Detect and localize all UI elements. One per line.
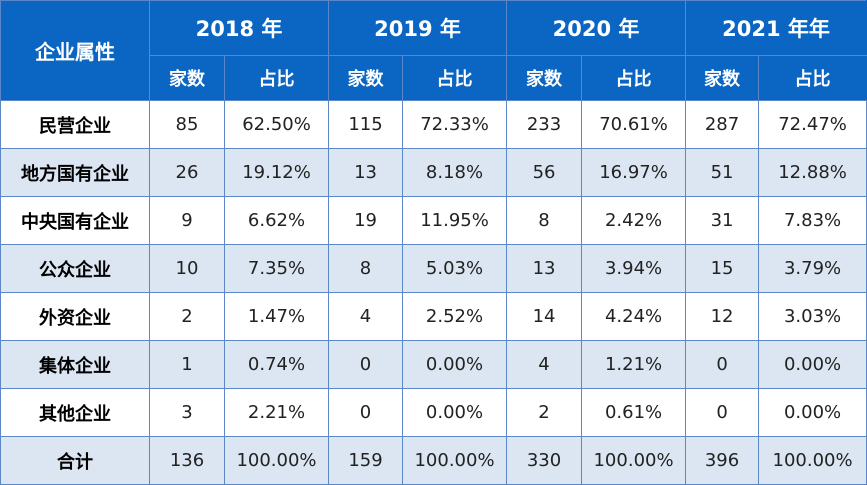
row-label: 外资企业 (0, 292, 150, 341)
share-cell: 72.33% (402, 100, 508, 149)
count-cell: 13 (328, 148, 404, 197)
count-cell: 12 (685, 292, 760, 341)
count-cell: 0 (685, 388, 760, 437)
count-cell: 26 (149, 148, 225, 197)
sub-header-share: 占比 (581, 55, 687, 101)
count-cell: 85 (149, 100, 225, 149)
sub-header-share: 占比 (402, 55, 508, 101)
row-label: 公众企业 (0, 244, 150, 293)
sub-header-count: 家数 (685, 55, 760, 101)
share-cell: 4.24% (581, 292, 687, 341)
year-header-row: 企业属性 2018 年 2019 年 2020 年 2021 年年 (0, 0, 867, 101)
share-cell: 16.97% (581, 148, 687, 197)
count-cell: 159 (328, 436, 404, 485)
share-cell: 7.35% (223, 244, 330, 293)
year-header-2021: 2021 年年 (685, 0, 867, 56)
count-cell: 3 (149, 388, 225, 437)
share-cell: 3.79% (758, 244, 867, 293)
count-cell: 4 (328, 292, 404, 341)
share-cell: 7.83% (758, 196, 867, 245)
share-cell: 6.62% (223, 196, 330, 245)
year-header-2018: 2018 年 (148, 0, 330, 56)
share-cell: 100.00% (402, 436, 508, 485)
row-label: 民营企业 (0, 100, 150, 149)
share-cell: 72.47% (758, 100, 867, 149)
count-cell: 8 (506, 196, 583, 245)
share-cell: 11.95% (402, 196, 508, 245)
count-cell: 14 (506, 292, 583, 341)
row-label: 中央国有企业 (0, 196, 150, 245)
share-cell: 2.52% (402, 292, 508, 341)
share-cell: 1.47% (223, 292, 330, 341)
count-cell: 56 (506, 148, 583, 197)
sub-header-count: 家数 (506, 55, 583, 101)
share-cell: 70.61% (581, 100, 687, 149)
count-cell: 2 (506, 388, 583, 437)
count-cell: 0 (685, 340, 760, 389)
share-cell: 2.21% (223, 388, 330, 437)
table-row: 民营企业 85 62.50% 115 72.33% 233 70.61% 287 72.47% (0, 100, 867, 149)
share-cell: 100.00% (223, 436, 330, 485)
table-body: 民营企业 85 62.50% 115 72.33% 233 70.61% 287 72.47% 地… (0, 100, 867, 485)
sub-header-share: 占比 (758, 55, 867, 101)
count-cell: 136 (149, 436, 225, 485)
share-cell: 3.94% (581, 244, 687, 293)
sub-header-share: 占比 (223, 55, 330, 101)
sub-header-count: 家数 (328, 55, 404, 101)
table-row: 中央国有企业 9 6.62% 19 11.95% 8 2.42% 31 7.83% (0, 196, 867, 245)
count-cell: 1 (149, 340, 225, 389)
count-cell: 15 (685, 244, 760, 293)
share-cell: 1.21% (581, 340, 687, 389)
count-cell: 13 (506, 244, 583, 293)
count-cell: 115 (328, 100, 404, 149)
year-header-2020: 2020 年 (506, 0, 687, 56)
row-label: 其他企业 (0, 388, 150, 437)
share-cell: 12.88% (758, 148, 867, 197)
share-cell: 2.42% (581, 196, 687, 245)
table-row: 合计 136 100.00% 159 100.00% 330 100.00% 396 100.0… (0, 436, 867, 485)
corner-header-cell: 企业属性 (0, 0, 150, 101)
sub-header-count: 家数 (149, 55, 225, 101)
count-cell: 2 (149, 292, 225, 341)
count-cell: 4 (506, 340, 583, 389)
share-cell: 100.00% (758, 436, 867, 485)
share-cell: 62.50% (223, 100, 330, 149)
sub-header-row: 家数 占比 家数 占比 家数 占比 家数 占比 (1, 55, 867, 101)
count-cell: 396 (685, 436, 760, 485)
count-cell: 0 (328, 388, 404, 437)
share-cell: 0.00% (758, 388, 867, 437)
count-cell: 10 (149, 244, 225, 293)
share-cell: 0.74% (223, 340, 330, 389)
count-cell: 233 (506, 100, 583, 149)
count-cell: 8 (328, 244, 404, 293)
row-label: 集体企业 (0, 340, 150, 389)
share-cell: 100.00% (581, 436, 687, 485)
share-cell: 5.03% (402, 244, 508, 293)
share-cell: 3.03% (758, 292, 867, 341)
share-cell: 19.12% (223, 148, 330, 197)
table-row: 外资企业 2 1.47% 4 2.52% 14 4.24% 12 3.03% (0, 292, 867, 341)
table-row: 集体企业 1 0.74% 0 0.00% 4 1.21% 0 0.00% (0, 340, 867, 389)
count-cell: 0 (328, 340, 404, 389)
table-row: 其他企业 3 2.21% 0 0.00% 2 0.61% 0 0.00% (0, 388, 867, 437)
count-cell: 330 (506, 436, 583, 485)
share-cell: 0.00% (402, 388, 508, 437)
row-label: 地方国有企业 (0, 148, 150, 197)
row-label: 合计 (0, 436, 150, 485)
share-cell: 8.18% (402, 148, 508, 197)
count-cell: 19 (328, 196, 404, 245)
share-cell: 0.61% (581, 388, 687, 437)
share-cell: 0.00% (402, 340, 508, 389)
count-cell: 51 (685, 148, 760, 197)
year-header-2019: 2019 年 (328, 0, 508, 56)
count-cell: 9 (149, 196, 225, 245)
count-cell: 31 (685, 196, 760, 245)
share-cell: 0.00% (758, 340, 867, 389)
table-row: 公众企业 10 7.35% 8 5.03% 13 3.94% 15 3.79% (0, 244, 867, 293)
table-row: 地方国有企业 26 19.12% 13 8.18% 56 16.97% 51 12.88% (0, 148, 867, 197)
count-cell: 287 (685, 100, 760, 149)
